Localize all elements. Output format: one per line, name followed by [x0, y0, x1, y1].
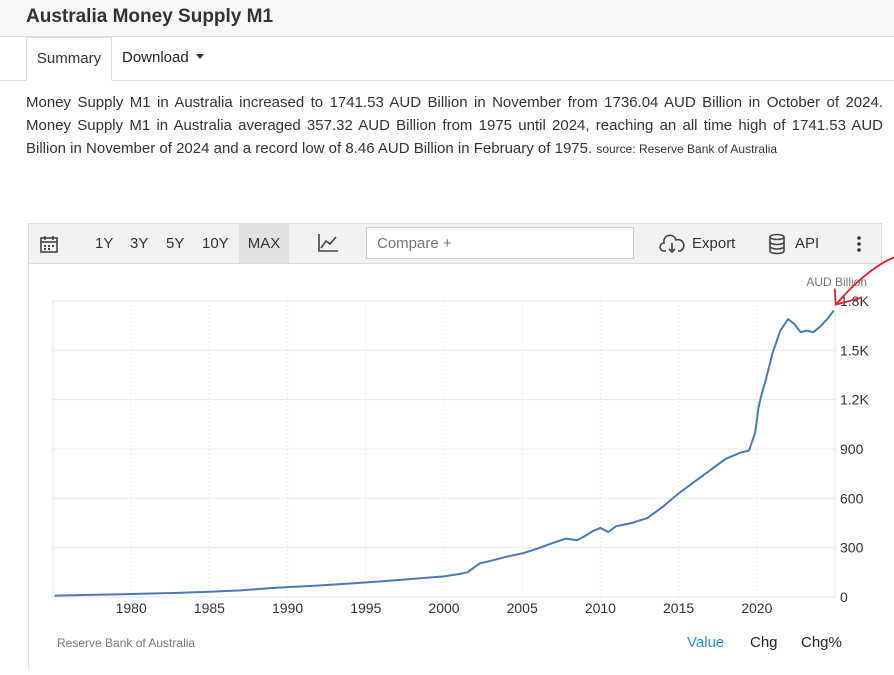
annotation-arrow [836, 256, 894, 305]
y-tick-label: 0 [840, 589, 848, 605]
x-tick-label: 1980 [116, 600, 147, 616]
range-max-button[interactable]: MAX [239, 224, 289, 263]
compare-input[interactable] [366, 227, 634, 259]
view-chgpct-button[interactable]: Chg% [801, 634, 842, 651]
range-1y-button[interactable]: 1Y [95, 235, 114, 252]
title-bar: Australia Money Supply M1 [0, 0, 894, 37]
tab-bar: Summary Download [0, 37, 894, 81]
line-chart[interactable]: 0 300 600 900 1.2K 1.5K 1.8K 1980 1985 1990 1995 20… [29, 256, 894, 669]
summary-text: Money Supply M1 in Australia increased t… [26, 94, 883, 157]
series-line-0 [54, 309, 835, 597]
range-5y-button[interactable]: 5Y [166, 235, 185, 252]
chart-toolbar: 1Y 3Y 5Y 10Y MAX Export API [28, 223, 882, 264]
x-tick-label: 1995 [350, 600, 381, 616]
more-vertical-icon[interactable] [855, 235, 863, 253]
x-tick-label: 1990 [272, 600, 303, 616]
y-tick-label: 600 [840, 490, 864, 506]
summary-source: source: Reserve Bank of Australia [596, 142, 778, 156]
y-axis-unit-label: AUD Billion [806, 275, 867, 289]
y-tick-label: 1.8K [840, 293, 869, 309]
tab-summary[interactable]: Summary [26, 37, 112, 81]
x-tick-label: 1985 [194, 600, 225, 616]
view-value-button[interactable]: Value [687, 634, 725, 651]
y-tick-label: 1.5K [840, 342, 869, 358]
database-icon[interactable] [767, 233, 787, 255]
range-10y-button[interactable]: 10Y [202, 235, 229, 252]
api-button[interactable]: API [795, 235, 820, 252]
x-tick-label: 2005 [507, 600, 538, 616]
x-tick-label: 2010 [585, 600, 616, 616]
plot-frame [52, 300, 836, 598]
view-chg-button[interactable]: Chg [750, 634, 778, 651]
chart-container: 0 300 600 900 1.2K 1.5K 1.8K 1980 1985 1990 1995 20… [28, 256, 894, 669]
range-3y-button[interactable]: 3Y [130, 235, 149, 252]
tab-download-label: Download [122, 49, 189, 66]
tab-download[interactable]: Download [122, 37, 204, 79]
summary-paragraph: Money Supply M1 in Australia increased t… [26, 91, 883, 161]
line-chart-icon[interactable] [317, 233, 339, 253]
y-tick-label: 1.2K [840, 392, 869, 408]
calendar-icon[interactable] [39, 234, 59, 254]
export-button[interactable]: Export [692, 235, 736, 252]
x-tick-label: 2020 [741, 600, 772, 616]
page-title: Australia Money Supply M1 [26, 6, 274, 27]
y-tick-label: 300 [840, 540, 864, 556]
x-tick-label: 2015 [663, 600, 694, 616]
x-tick-label: 2000 [428, 600, 459, 616]
caret-down-icon [195, 53, 204, 59]
annotation-arrowhead [833, 288, 862, 306]
cloud-download-icon[interactable] [659, 234, 685, 254]
chart-source: Reserve Bank of Australia [57, 636, 196, 650]
y-tick-label: 900 [840, 441, 864, 457]
